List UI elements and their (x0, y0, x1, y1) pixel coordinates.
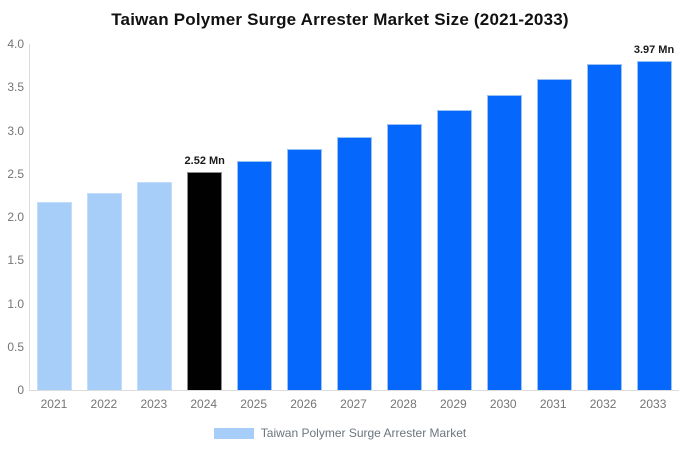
bar-2024[interactable] (187, 172, 223, 390)
bar-value-label-2033: 3.97 Mn (633, 44, 675, 56)
bar-group-2025 (230, 44, 280, 390)
bar-group-2031 (529, 44, 579, 390)
bar-2021[interactable] (37, 202, 73, 390)
x-tick-2028: 2028 (390, 397, 417, 411)
bar-group-2030 (479, 44, 529, 390)
x-tick-2023: 2023 (140, 397, 168, 411)
x-tick-2027: 2027 (340, 397, 367, 411)
legend-swatch-icon (213, 427, 254, 439)
bar-group-2027 (330, 44, 380, 390)
bar-2032[interactable] (586, 63, 622, 390)
x-tick-2030: 2030 (489, 397, 517, 411)
x-tick-2021: 2021 (40, 397, 68, 411)
bar-2033[interactable] (636, 61, 672, 390)
bars-container: 2.52 Mn 3.97 Mn (30, 44, 679, 390)
bar-2027[interactable] (336, 136, 372, 390)
bar-value-label-2024: 2.52 Mn (184, 155, 225, 168)
y-tick-0: 0 (17, 383, 24, 397)
chart-title: Taiwan Polymer Surge Arrester Market Siz… (111, 10, 569, 29)
x-tick-2032: 2032 (589, 397, 617, 411)
bar-group-2023 (130, 44, 180, 390)
y-tick-2.0: 2.0 (7, 210, 24, 224)
x-tick-2024: 2024 (190, 397, 218, 411)
bar-2023[interactable] (137, 182, 173, 390)
y-tick-4.0: 4.0 (7, 37, 24, 51)
y-tick-3.0: 3.0 (7, 123, 24, 138)
y-tick-0.5: 0.5 (7, 339, 24, 354)
x-tick-2026: 2026 (290, 397, 317, 411)
x-tick-2029: 2029 (439, 397, 467, 411)
x-tick-2033: 2033 (639, 397, 667, 411)
bar-group-2026 (280, 44, 330, 390)
y-tick-3.5: 3.5 (7, 80, 24, 95)
x-tick-2022: 2022 (90, 397, 118, 411)
bar-group-2029 (429, 44, 479, 390)
bar-group-2021 (30, 44, 80, 390)
plot-area: 2.52 Mn 3.97 Mn (29, 44, 679, 391)
bar-group-2033: 3.97 Mn (629, 44, 679, 390)
x-axis: 2021 2022 2023 2024 2025 2026 2027 2028 2029 2030… (29, 397, 678, 411)
y-tick-1.0: 1.0 (7, 296, 24, 311)
bar-group-2024: 2.52 Mn (180, 44, 230, 390)
legend-label: Taiwan Polymer Surge Arrester Market (260, 426, 467, 440)
y-tick-1.5: 1.5 (7, 253, 24, 268)
bar-group-2028 (379, 44, 429, 390)
x-tick-2031: 2031 (539, 397, 567, 411)
x-tick-2025: 2025 (240, 397, 267, 411)
bar-group-2022 (80, 44, 130, 390)
bar-2028[interactable] (386, 123, 422, 390)
y-tick-2.5: 2.5 (7, 166, 24, 181)
bar-2026[interactable] (287, 148, 323, 390)
bar-2031[interactable] (536, 79, 572, 390)
bar-group-2032 (579, 44, 629, 390)
bar-2029[interactable] (436, 109, 472, 390)
legend[interactable]: Taiwan Polymer Surge Arrester Market (0, 426, 680, 440)
bar-2030[interactable] (486, 95, 522, 390)
bar-2025[interactable] (237, 160, 273, 390)
bar-2022[interactable] (87, 192, 123, 390)
